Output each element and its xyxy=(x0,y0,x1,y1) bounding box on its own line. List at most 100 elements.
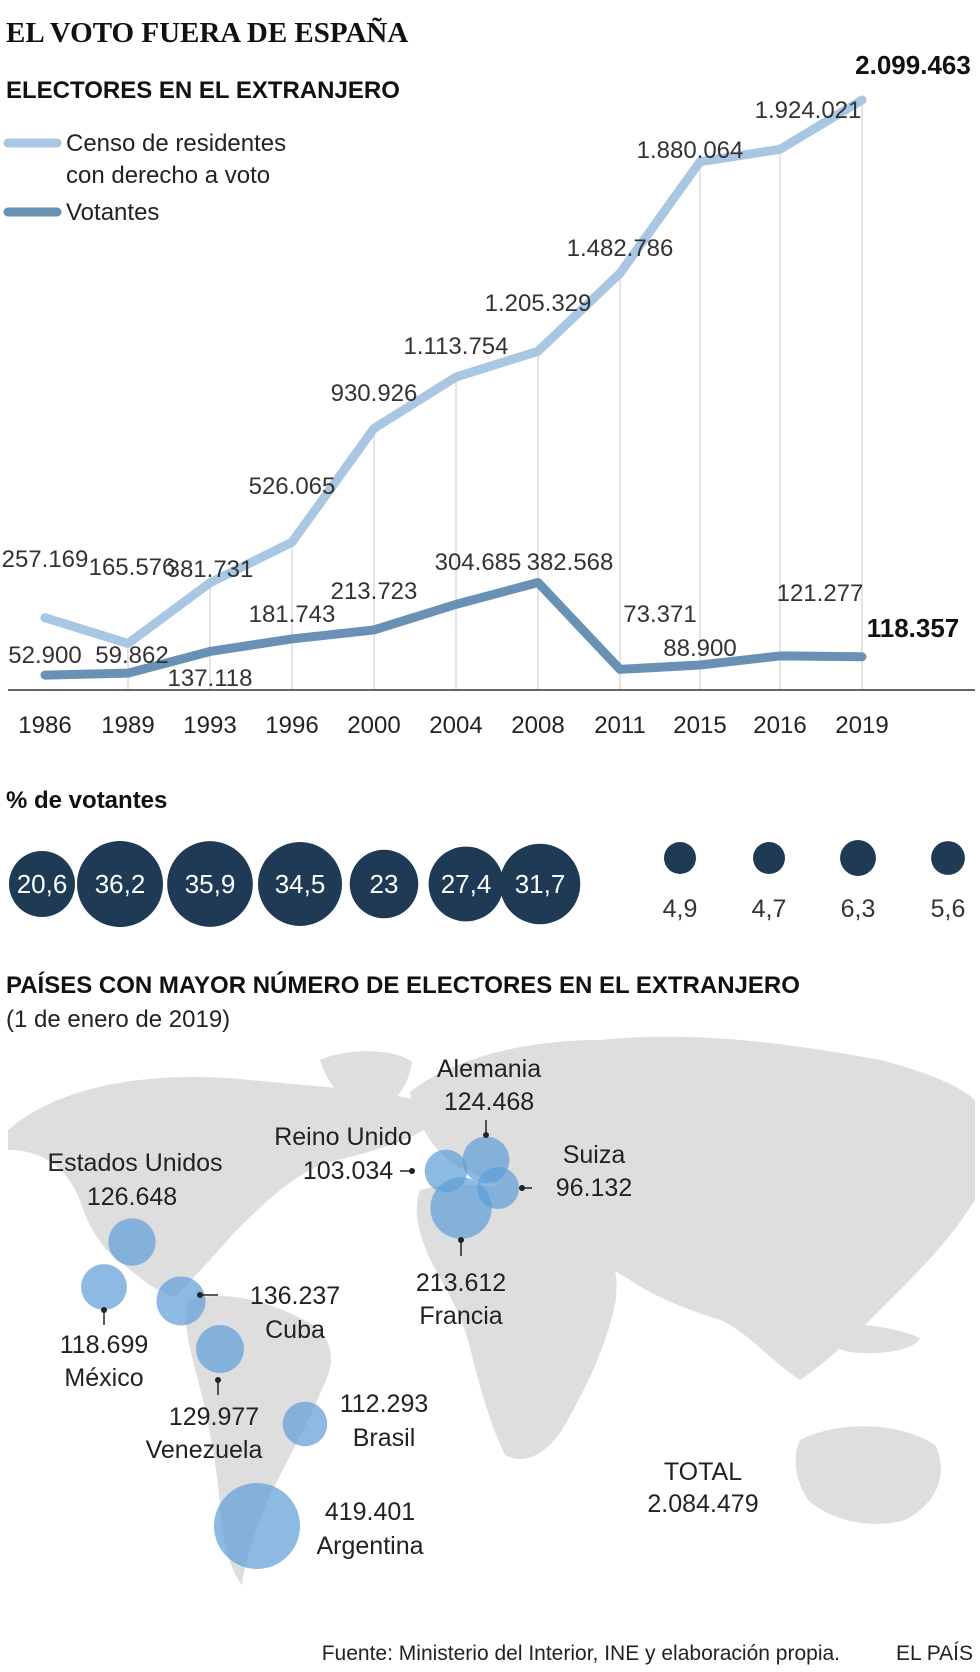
map-title: PAÍSES CON MAYOR NÚMERO DE ELECTORES EN … xyxy=(6,971,800,999)
percent-bubble xyxy=(9,851,75,917)
percent-bubble-label: 20,6 xyxy=(17,869,68,899)
censo-data-label: 1.880.064 xyxy=(637,137,744,164)
percent-bubble-label: 4,9 xyxy=(663,895,698,923)
country-bubble xyxy=(108,1218,156,1266)
country-name-label: Argentina xyxy=(316,1532,423,1560)
votantes-data-label: 304.685 xyxy=(435,549,522,576)
country-value-label: 112.293 xyxy=(340,1390,429,1418)
percent-bubble-label: 31,7 xyxy=(515,869,566,899)
percent-bubble-label: 5,6 xyxy=(931,895,966,923)
country-value-label: 124.468 xyxy=(444,1088,534,1116)
chart-title: ELECTORES EN EL EXTRANJERO xyxy=(6,77,400,104)
source-note: Fuente: Ministerio del Interior, INE y e… xyxy=(322,1642,840,1665)
country-value-label: 96.132 xyxy=(556,1174,632,1202)
votantes-data-label: 382.568 xyxy=(527,549,614,576)
votantes-data-label: 121.277 xyxy=(777,580,864,607)
x-tick-label: 1996 xyxy=(265,712,318,739)
leader-dot xyxy=(101,1307,107,1313)
x-tick-label: 2008 xyxy=(511,712,564,739)
europe-asia-shape xyxy=(410,1036,975,1380)
percent-bubble xyxy=(77,841,163,927)
percent-bubble-label: 36,2 xyxy=(95,869,146,899)
censo-data-label: 1.482.786 xyxy=(567,235,674,262)
censo-data-label: 930.926 xyxy=(331,380,418,407)
chart-legend: Censo de residentes con derecho a voto V… xyxy=(3,130,286,226)
percent-bubble-label: 35,9 xyxy=(185,869,236,899)
percent-bubble xyxy=(840,840,876,876)
censo-data-label: 2.099.463 xyxy=(855,50,971,80)
censo-series-line xyxy=(40,95,867,648)
country-name-label: Reino Unido xyxy=(274,1123,412,1151)
country-bubble xyxy=(430,1177,492,1239)
country-value-label: 129.977 xyxy=(169,1403,259,1431)
x-tick-label: 2016 xyxy=(753,712,806,739)
country-name-label: Alemania xyxy=(437,1055,541,1083)
x-tick-label: 1993 xyxy=(183,712,236,739)
percent-bubble xyxy=(931,841,965,875)
country-name-label: Estados Unidos xyxy=(47,1149,222,1177)
country-bubble xyxy=(196,1325,244,1373)
percent-bubble xyxy=(664,842,696,874)
page-title: EL VOTO FUERA DE ESPAÑA xyxy=(6,16,408,49)
percent-bubble xyxy=(428,846,504,922)
country-bubble xyxy=(214,1483,300,1569)
map-markers: 126.648 Estados Unidos 118.699 México 136.23… xyxy=(47,1055,632,1569)
percent-bubble-label: 27,4 xyxy=(441,869,492,899)
country-bubble xyxy=(81,1264,127,1310)
votantes-data-label: 52.900 xyxy=(8,642,81,669)
votantes-data-label: 181.743 xyxy=(249,601,336,628)
censo-data-label: 257.169 xyxy=(2,546,89,573)
country-name-label: Brasil xyxy=(353,1424,416,1452)
censo-data-label: 1.205.329 xyxy=(485,290,592,317)
censo-data-label: 526.065 xyxy=(249,473,336,500)
votantes-data-label: 59.862 xyxy=(95,642,168,669)
censo-data-label: 1.113.754 xyxy=(404,333,509,360)
greenland-shape xyxy=(320,1051,412,1112)
leader-dot xyxy=(458,1237,464,1243)
country-value-label: 213.612 xyxy=(416,1269,506,1297)
legend-label-censo-line1: Censo de residentes xyxy=(66,130,286,157)
country-name-label: Suiza xyxy=(563,1141,626,1169)
islands-shape xyxy=(820,1324,920,1354)
map-total-value: 2.084.479 xyxy=(647,1490,758,1518)
brand-logo: EL PAÍS xyxy=(896,1642,973,1665)
country-name-label: Francia xyxy=(419,1302,502,1330)
censo-data-label: 1.924.021 xyxy=(755,97,862,124)
censo-data-label: 165.576 xyxy=(89,554,176,581)
x-tick-label: 2011 xyxy=(594,712,646,739)
x-tick-label: 1986 xyxy=(18,712,71,739)
australia-shape xyxy=(795,1426,941,1524)
x-tick-label: 2004 xyxy=(429,712,482,739)
leader-dot xyxy=(519,1185,525,1191)
x-tick-label: 2000 xyxy=(347,712,400,739)
line-chart: 1986 1989 1993 1996 2000 2004 2008 2011 2015 2016… xyxy=(2,50,975,739)
x-tick-label: 2015 xyxy=(673,712,726,739)
votantes-series-line xyxy=(40,577,867,680)
leader-dot xyxy=(483,1132,489,1138)
percent-bubble xyxy=(167,841,253,927)
votantes-data-label: 213.723 xyxy=(331,578,418,605)
leader-dot xyxy=(197,1292,203,1298)
percent-bubble xyxy=(258,842,342,926)
africa-shape xyxy=(416,1184,617,1459)
percent-bubble-label: 34,5 xyxy=(275,869,326,899)
percent-bubble-label: 4,7 xyxy=(752,895,787,923)
country-value-label: 419.401 xyxy=(325,1498,415,1526)
leader-dot xyxy=(215,1377,221,1383)
country-value-label: 118.699 xyxy=(60,1331,149,1359)
x-tick-label: 1989 xyxy=(101,712,154,739)
percent-bubbles: 20,6 36,2 35,9 34,5 23 27,4 31,7 4,9 4,7 6,3 5,6 xyxy=(9,840,965,927)
x-tick-label: 2019 xyxy=(835,712,888,739)
country-bubble xyxy=(156,1276,206,1326)
votantes-data-label: 88.900 xyxy=(663,635,736,662)
votantes-data-label: 73.371 xyxy=(623,601,696,628)
country-value-label: 126.648 xyxy=(87,1183,177,1211)
country-value-label: 136.237 xyxy=(250,1282,340,1310)
censo-data-label: 381.731 xyxy=(167,556,254,583)
percent-bubble-label: 6,3 xyxy=(841,895,876,923)
country-bubble xyxy=(282,1401,328,1447)
leader-dot xyxy=(409,1168,415,1174)
country-name-label: México xyxy=(64,1364,143,1392)
country-value-label: 103.034 xyxy=(303,1157,393,1185)
